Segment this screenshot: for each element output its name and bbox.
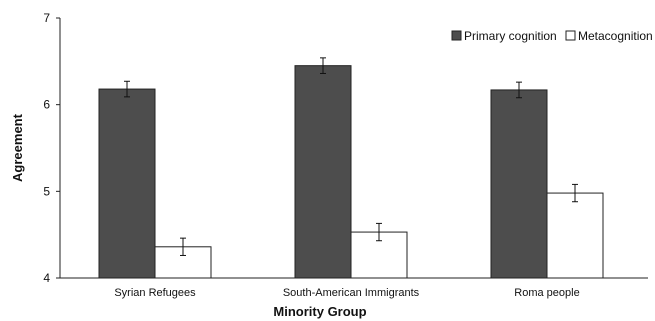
legend-swatch — [451, 30, 462, 41]
legend-swatch — [565, 30, 576, 41]
ticks-layer: 4 5 6 7 Syrian Refugees South-American Immigr… — [43, 11, 579, 299]
legend: Primary cognition Metacognition — [451, 29, 653, 43]
x-category-label: Syrian Refugees — [114, 287, 196, 299]
legend-label: Primary cognition — [464, 29, 557, 43]
bar-primary-cognition — [98, 88, 156, 279]
bar-primary-cognition — [490, 89, 548, 279]
x-category-label: Roma people — [514, 287, 579, 299]
y-tick-label: 6 — [43, 98, 50, 112]
x-category-label: South-American Immigrants — [283, 287, 420, 299]
y-tick-label: 7 — [43, 11, 50, 25]
y-tick-label: 5 — [43, 184, 50, 198]
bar-metacognition — [546, 192, 604, 279]
x-axis-title: Minority Group — [273, 304, 366, 319]
bars-layer — [98, 57, 604, 279]
axes-layer — [59, 18, 648, 279]
y-axis-title: Agreement — [10, 113, 25, 182]
y-tick-label: 4 — [43, 271, 50, 285]
legend-label: Metacognition — [578, 29, 653, 43]
bar-primary-cognition — [294, 65, 352, 279]
